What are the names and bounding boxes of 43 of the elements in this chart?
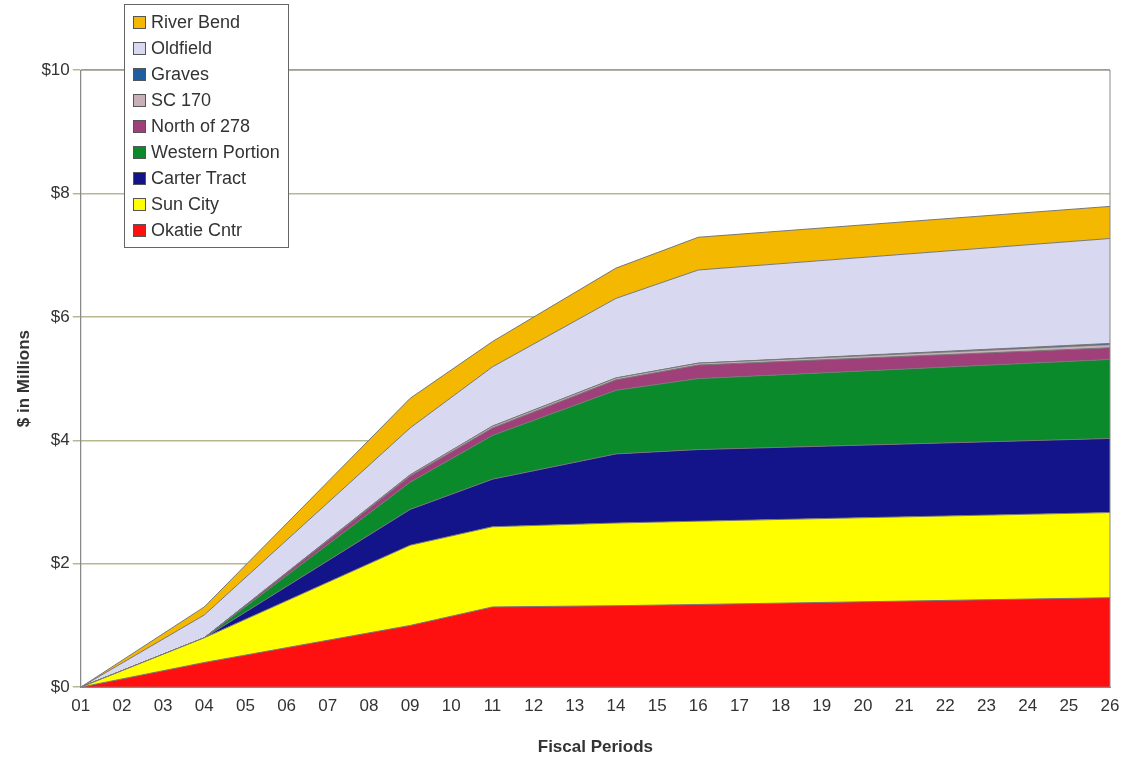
x-tick-label: 12 (524, 696, 544, 716)
y-tick-label: $2 (50, 553, 70, 573)
x-tick-label: 25 (1059, 696, 1079, 716)
x-axis-title: Fiscal Periods (537, 737, 654, 757)
x-tick-label: 02 (112, 696, 132, 716)
y-tick-label: $4 (50, 430, 70, 450)
x-tick-label: 06 (277, 696, 297, 716)
legend-label: SC 170 (151, 89, 212, 111)
x-tick-label: 24 (1018, 696, 1038, 716)
x-tick-label: 15 (647, 696, 667, 716)
x-tick-label: 22 (935, 696, 955, 716)
legend-label: Carter Tract (151, 167, 247, 189)
x-tick-label: 09 (400, 696, 420, 716)
x-tick-label: 13 (565, 696, 585, 716)
y-tick-label: $0 (50, 676, 70, 696)
legend-label: Western Portion (151, 141, 280, 163)
x-tick-label: 03 (153, 696, 173, 716)
x-tick-label: 23 (977, 696, 996, 716)
legend-label: River Bend (151, 11, 241, 33)
legend-label: Graves (151, 63, 210, 85)
x-tick-label: 14 (606, 696, 626, 716)
legend-label: Oldfield (151, 37, 213, 59)
x-tick-label: 08 (359, 696, 379, 716)
y-tick-label: $6 (50, 306, 70, 326)
x-tick-label: 19 (812, 696, 832, 716)
legend-label: Sun City (151, 193, 220, 215)
x-tick-label: 16 (688, 696, 708, 716)
x-tick-label: 21 (894, 696, 914, 716)
x-tick-label: 04 (194, 696, 214, 716)
x-tick-label: 10 (441, 696, 461, 716)
x-tick-label: 01 (71, 696, 91, 716)
x-tick-label: 05 (235, 696, 255, 716)
legend-label: Okatie Cntr (151, 219, 243, 241)
x-tick-label: 18 (771, 696, 791, 716)
x-tick-label: 20 (853, 696, 873, 716)
y-tick-label: $8 (50, 183, 70, 203)
x-tick-label: 07 (318, 696, 338, 716)
legend-label: North of 278 (151, 115, 251, 137)
y-tick-label: $10 (41, 59, 70, 79)
x-tick-label: 26 (1100, 696, 1120, 716)
y-axis-title: $ in Millions (13, 329, 33, 428)
x-tick-label: 17 (730, 696, 749, 716)
x-tick-label: 11 (483, 696, 502, 716)
